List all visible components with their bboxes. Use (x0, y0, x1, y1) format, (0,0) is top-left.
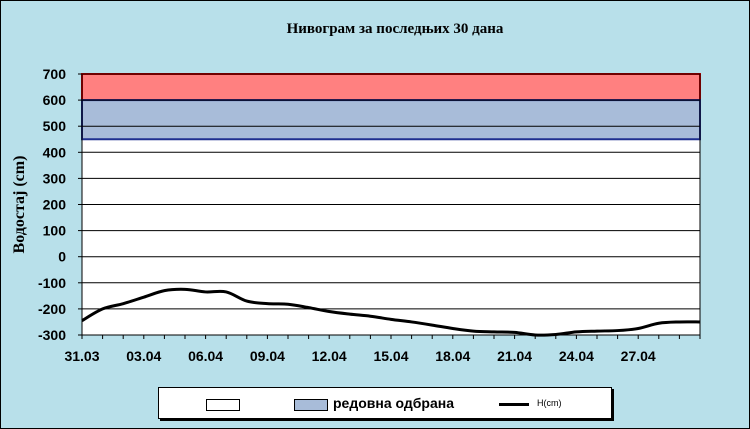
x-tick-label: 24.04 (559, 348, 594, 364)
y-tick-label: 400 (43, 144, 67, 160)
y-tick-label: 500 (43, 118, 67, 134)
x-tick-label: 09.04 (250, 348, 285, 364)
y-tick-label: 700 (43, 66, 67, 82)
y-tick-label: 100 (43, 223, 67, 239)
x-tick-label: 06.04 (188, 348, 223, 364)
series-line-0 (81, 287, 701, 337)
x-tick-label: 27.04 (621, 348, 656, 364)
x-tick-label: 12.04 (312, 348, 347, 364)
y-tick-label: 600 (43, 92, 67, 108)
x-tick-label: 03.04 (126, 348, 161, 364)
y-tick-label: -300 (38, 327, 66, 343)
y-tick-label: -100 (38, 275, 66, 291)
y-tick-label: 200 (43, 197, 67, 213)
legend-swatch-blank (206, 399, 240, 411)
x-tick-label: 31.03 (64, 348, 99, 364)
x-tick-label: 21.04 (497, 348, 532, 364)
legend-label-regular-defense: редовна одбрана (333, 395, 454, 411)
y-tick-label: -200 (38, 301, 66, 317)
legend-swatch-h-line (499, 403, 529, 406)
chart-title: Нивограм за последњих 30 дана (287, 21, 504, 37)
y-tick-label: 300 (43, 170, 67, 186)
legend-label-h: H(cm) (537, 398, 562, 408)
band-1 (81, 99, 701, 141)
band-0 (81, 73, 701, 102)
legend-swatch-regular-defense (294, 399, 328, 411)
legend: редовна одбрана H(cm) (158, 387, 612, 419)
y-tick-label: 0 (58, 249, 66, 265)
y-axis-label: Водостај (cm) (11, 156, 28, 254)
x-tick-label: 15.04 (373, 348, 408, 364)
x-tick-label: 18.04 (435, 348, 470, 364)
plot-border (81, 73, 701, 336)
